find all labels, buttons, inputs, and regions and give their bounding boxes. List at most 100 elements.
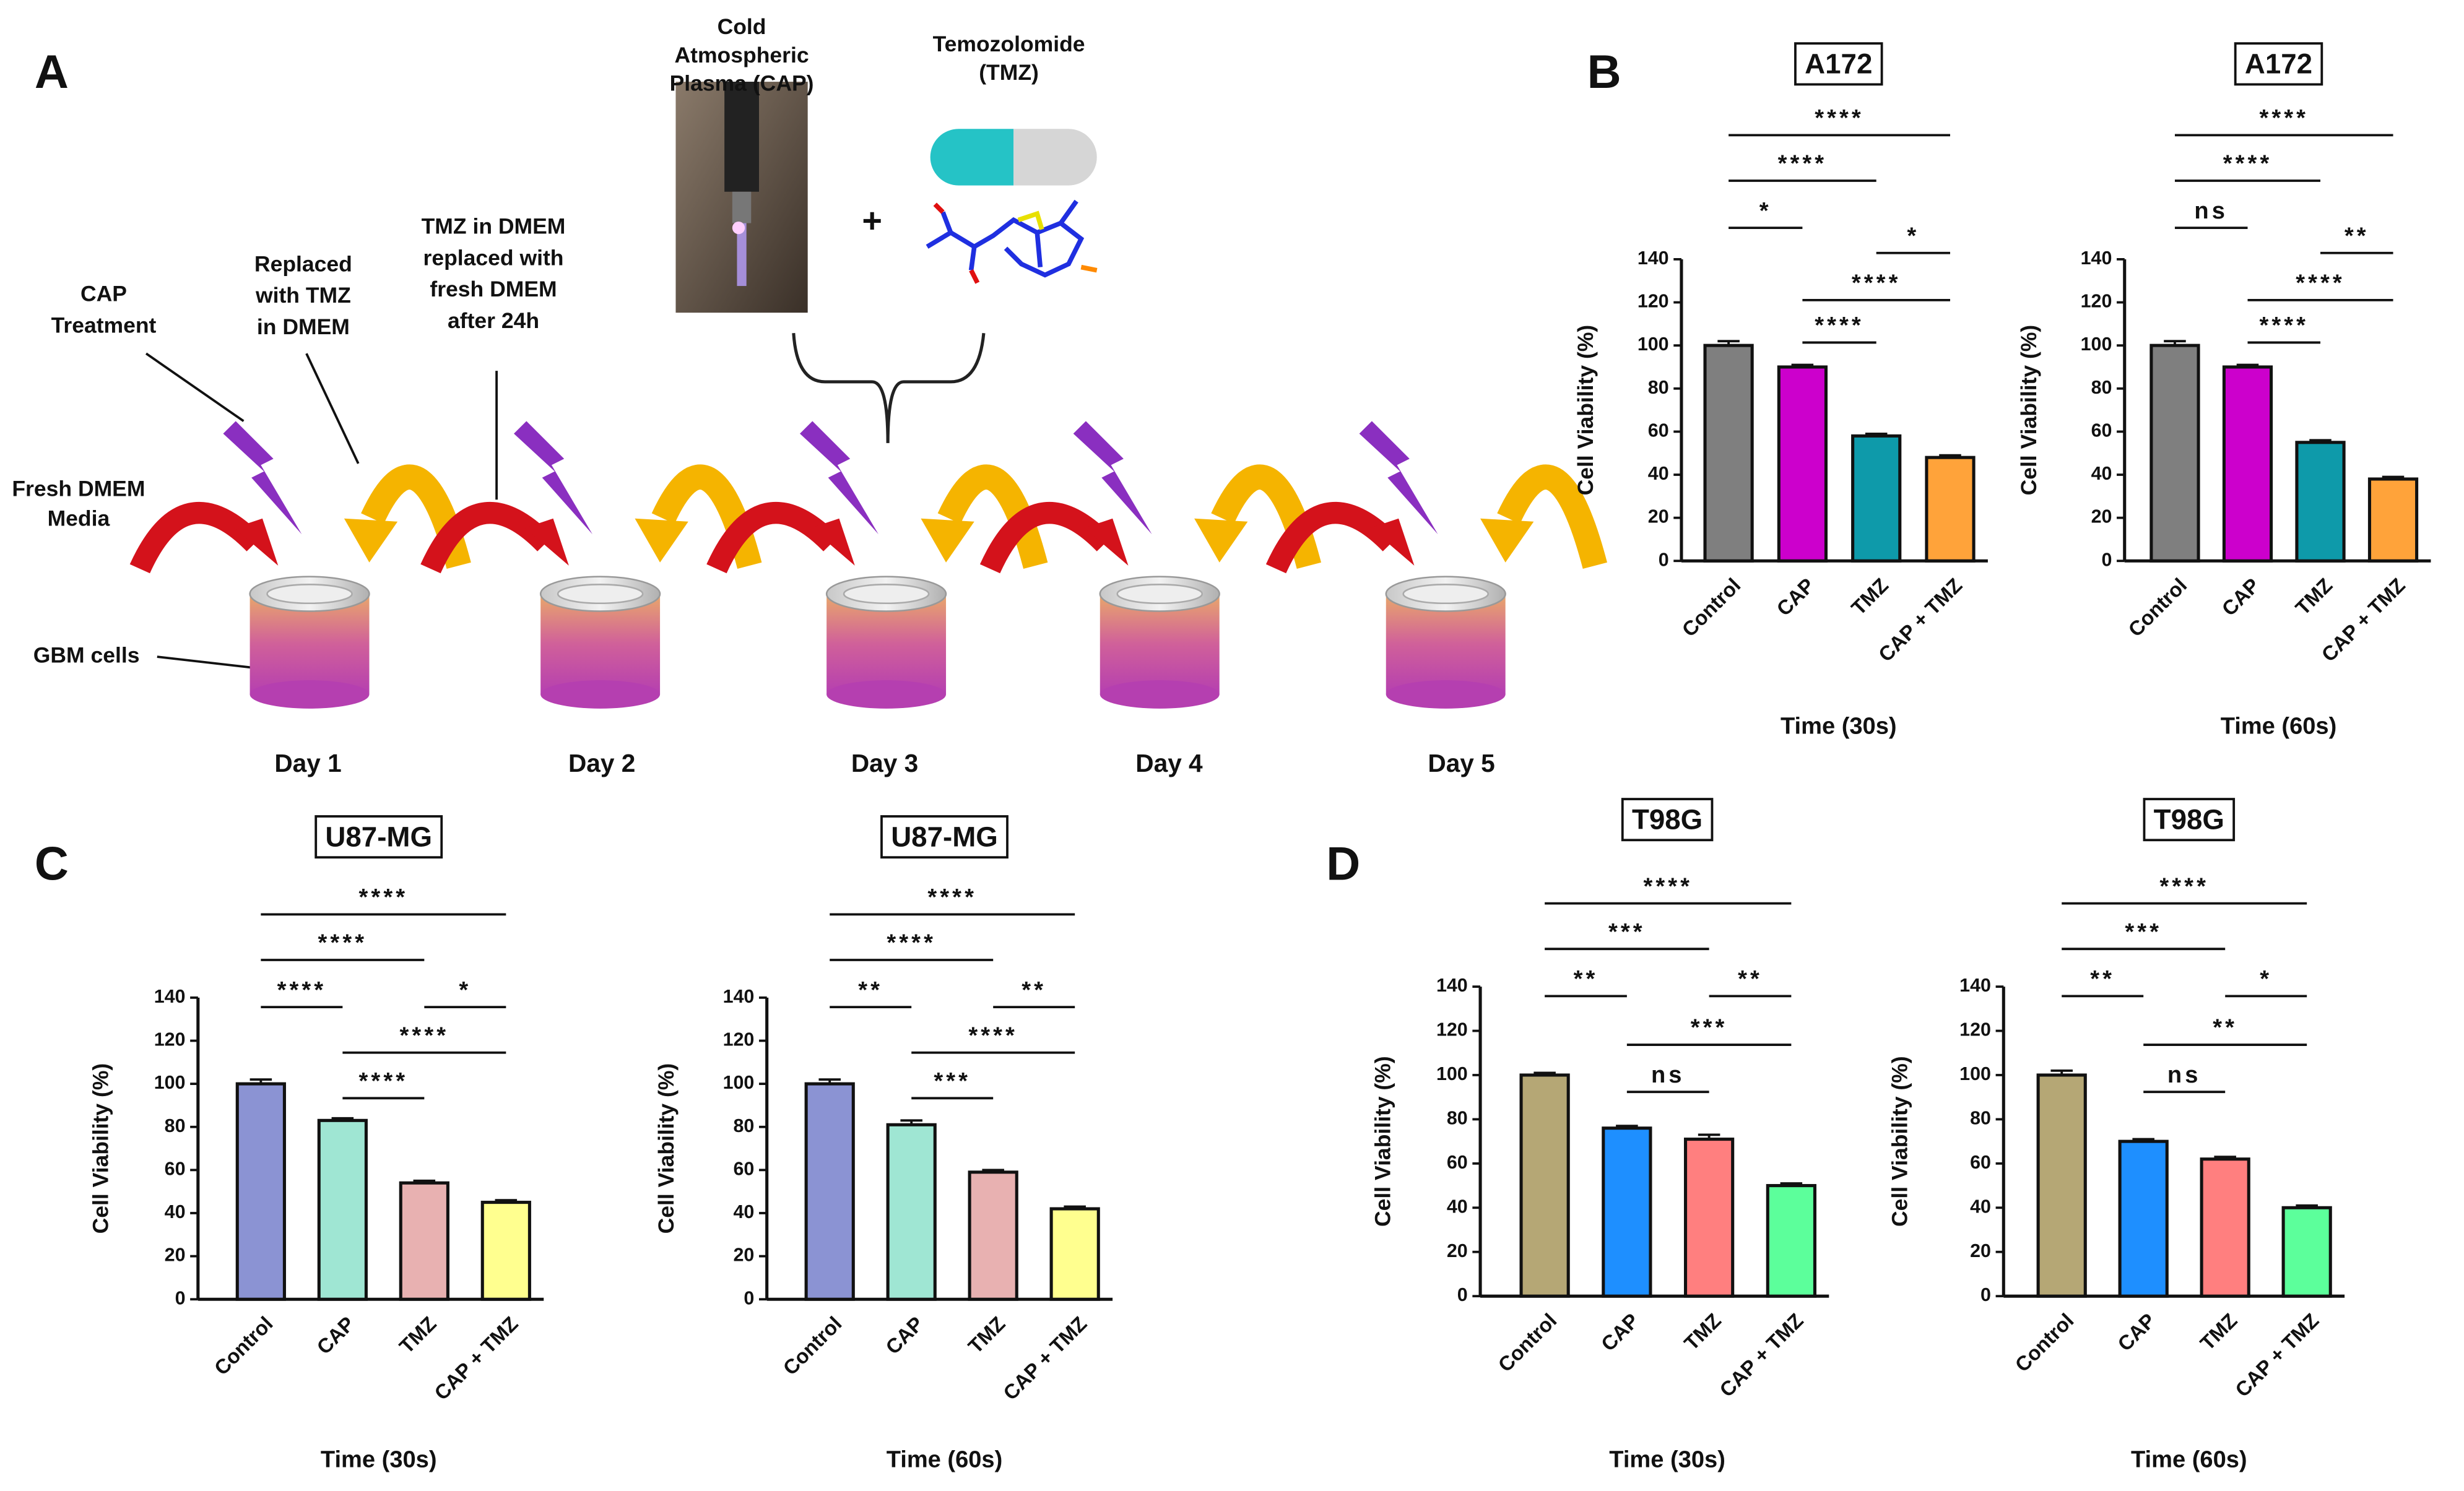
molecule-oxygen xyxy=(933,202,980,284)
bar xyxy=(804,1082,855,1301)
x-tick-label: CAP xyxy=(1772,574,1818,620)
significance-label: **** xyxy=(277,977,327,1003)
significance-label: ** xyxy=(2345,223,2369,249)
day-label: Day 2 xyxy=(568,749,635,777)
significance-label: **** xyxy=(2259,105,2309,131)
x-tick-label: CAP xyxy=(2217,574,2263,620)
error-bar xyxy=(2296,1204,2318,1208)
arrow-head xyxy=(635,518,688,563)
significance-label: * xyxy=(1907,223,1919,249)
well-bottom xyxy=(1100,680,1220,709)
y-tick-label: 0 xyxy=(1457,1284,1468,1305)
y-axis-label: Cell Viability (%) xyxy=(1573,325,1598,496)
diagram-label: Replaced xyxy=(254,251,352,276)
y-axis-label: Cell Viability (%) xyxy=(1888,1056,1912,1227)
x-tick-label: Control xyxy=(210,1312,277,1380)
well-bottom xyxy=(1386,680,1506,709)
media-in-arrow xyxy=(979,501,1113,574)
x-tick-label: TMZ xyxy=(1847,574,1893,620)
plus-sign: + xyxy=(862,201,882,240)
y-tick-label: 80 xyxy=(734,1115,755,1136)
diagram-label: GBM cells xyxy=(33,642,140,667)
error-bar xyxy=(2382,475,2405,479)
significance-label: **** xyxy=(1643,873,1693,899)
well-hole xyxy=(1402,584,1490,605)
error-bar xyxy=(1064,1205,1086,1209)
error-bar xyxy=(1939,454,1961,458)
y-tick-label: 20 xyxy=(734,1245,755,1266)
day-label: Day 4 xyxy=(1135,749,1203,777)
y-tick-label: 120 xyxy=(2081,291,2112,312)
day-label: Day 5 xyxy=(1428,749,1494,777)
y-tick-label: 60 xyxy=(1970,1152,1991,1173)
y-tick-label: 40 xyxy=(165,1201,186,1222)
significance-label: **** xyxy=(359,1068,409,1094)
bar xyxy=(2222,365,2273,563)
error-bar xyxy=(1780,1182,1803,1186)
well-bottom xyxy=(540,680,661,709)
x-tick-label: CAP + TMZ xyxy=(999,1312,1091,1404)
x-axis-label: Time (30s) xyxy=(1781,713,1897,739)
y-tick-label: 40 xyxy=(734,1201,755,1222)
capsule-right xyxy=(1013,129,1097,186)
error-bar xyxy=(818,1078,841,1084)
well-bottom xyxy=(249,680,370,709)
x-axis-label: Time (30s) xyxy=(1609,1447,1725,1473)
bar xyxy=(2281,1206,2332,1298)
bar xyxy=(2295,441,2346,563)
chart-title: T98G xyxy=(1632,804,1703,836)
x-tick-label: Control xyxy=(2123,574,2191,641)
error-bar xyxy=(1698,1133,1720,1139)
x-tick-label: Control xyxy=(1493,1309,1561,1376)
error-bar xyxy=(2164,340,2186,346)
media-in-arrow xyxy=(129,501,262,574)
error-bar xyxy=(982,1169,1004,1172)
bar xyxy=(399,1181,449,1301)
error-bar xyxy=(1533,1071,1556,1075)
y-tick-label: 40 xyxy=(2091,463,2112,484)
day-label: Day 1 xyxy=(274,749,341,777)
diagram-label: (TMZ) xyxy=(979,60,1039,85)
y-tick-label: 60 xyxy=(1447,1152,1468,1173)
bar xyxy=(1703,344,1754,563)
y-tick-label: 80 xyxy=(165,1115,186,1136)
y-axis-label: Cell Viability (%) xyxy=(88,1063,113,1234)
title-box xyxy=(880,815,1009,859)
title-box xyxy=(1794,42,1883,86)
y-tick-label: 140 xyxy=(154,986,186,1007)
y-tick-label: 100 xyxy=(2081,334,2112,355)
chart-title: U87-MG xyxy=(325,821,432,853)
y-tick-label: 60 xyxy=(734,1158,755,1179)
y-tick-label: 140 xyxy=(2081,248,2112,269)
error-bar xyxy=(1717,340,1740,346)
arrow-head xyxy=(1480,518,1534,563)
error-bar xyxy=(331,1117,354,1121)
y-tick-label: 20 xyxy=(165,1245,186,1266)
y-tick-label: 0 xyxy=(2101,549,2112,570)
x-tick-label: CAP xyxy=(881,1312,927,1359)
x-axis-label: Time (60s) xyxy=(887,1447,1003,1473)
bar xyxy=(2367,477,2419,563)
bar xyxy=(1925,456,1976,563)
significance-label: **** xyxy=(2296,270,2345,296)
significance-label: ** xyxy=(2213,1015,2237,1041)
arrow-head xyxy=(921,518,974,563)
significance-label: **** xyxy=(2223,151,2273,177)
diagram-label: Plasma (CAP) xyxy=(670,71,814,96)
significance-label: *** xyxy=(1691,1015,1728,1041)
bar xyxy=(2149,344,2200,563)
significance-label: **** xyxy=(1778,151,1828,177)
diagram-label: Fresh DMEM xyxy=(12,476,145,501)
day-label: Day 3 xyxy=(851,749,918,777)
panel-letter: A xyxy=(35,46,69,98)
y-tick-label: 100 xyxy=(723,1072,755,1093)
y-tick-label: 140 xyxy=(723,986,755,1007)
bar xyxy=(235,1082,286,1301)
y-tick-label: 40 xyxy=(1970,1196,1991,1217)
bar xyxy=(2118,1139,2169,1298)
y-tick-label: 140 xyxy=(1638,248,1669,269)
error-bar xyxy=(1791,363,1814,367)
significance-label: ** xyxy=(1022,977,1046,1003)
x-tick-label: CAP xyxy=(1597,1309,1643,1355)
